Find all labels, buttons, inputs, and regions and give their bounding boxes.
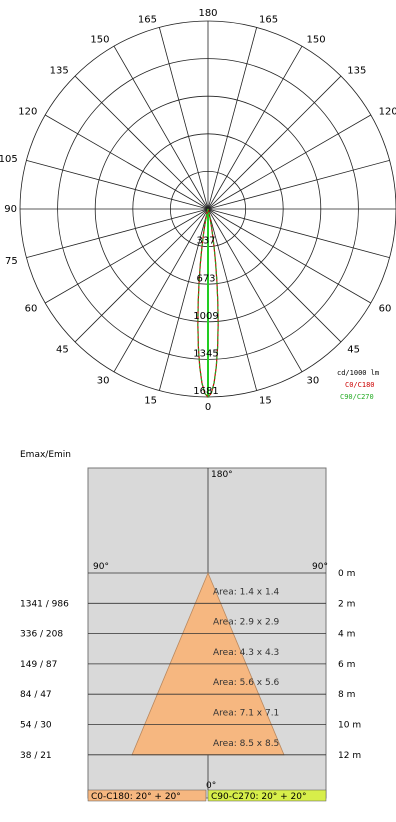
emax-emin-value: 149 / 87: [20, 660, 57, 670]
polar-angle-label: 75: [5, 256, 18, 267]
polar-grid-spoke: [207, 208, 303, 373]
polar-grid-spoke: [207, 27, 258, 210]
polar-angle-label: 0: [205, 402, 211, 413]
polar-angle-label: 120: [379, 107, 396, 118]
polar-grid-spoke: [74, 75, 209, 210]
polar-grid-spoke: [207, 208, 342, 343]
emax-emin-value: 84 / 47: [20, 690, 52, 700]
bottom-angle-label: 0°: [206, 781, 216, 791]
polar-angle-label: 135: [50, 66, 69, 77]
polar-grid-spoke: [207, 208, 390, 259]
polar-grid-spoke: [207, 159, 390, 210]
polar-angle-label: 180: [198, 8, 217, 19]
polar-angle-label: 15: [144, 395, 157, 406]
distance-label: 6 m: [338, 660, 355, 670]
legend-series-c0-c180: C0/C180: [345, 381, 375, 389]
distance-label: 0 m: [338, 569, 355, 579]
polar-radial-label: 1345: [193, 348, 218, 359]
polar-grid-spoke: [158, 27, 209, 210]
polar-grid-spoke: [207, 208, 258, 391]
polar-angle-label: 45: [347, 344, 360, 355]
distance-label: 8 m: [338, 690, 355, 700]
polar-labels: 1801651651501501351351201201051090757560…: [0, 8, 396, 413]
polar-angle-label: 165: [259, 15, 278, 26]
distance-label: 10 m: [338, 721, 361, 731]
side-angle-label-right: 90°: [312, 562, 328, 572]
polar-grid-spoke: [26, 208, 209, 259]
polar-grid-spoke: [26, 159, 209, 210]
distance-label: 2 m: [338, 599, 355, 609]
polar-angle-label: 45: [56, 344, 69, 355]
polar-angle-label: 135: [347, 66, 366, 77]
polar-grid-spoke: [207, 208, 372, 304]
polar-grid-spoke: [113, 45, 209, 210]
cone-diagram-panel: Emax/Emin 180° 90° 90° 0° 0 m 2 m 1341 / 9…: [0, 420, 396, 822]
polar-diagram: 1801651651501501351351201201051090757560…: [0, 8, 396, 413]
emax-emin-value: 336 / 208: [20, 630, 63, 640]
area-label: Area: 2.9 x 2.9: [213, 618, 280, 628]
beam-legend-left-text: C0-C180: 20° + 20°: [91, 792, 181, 802]
polar-angle-label: 30: [97, 376, 110, 387]
legend-unit-label: cd/1000 lm: [337, 369, 379, 377]
beam-legend-right-box: [207, 789, 327, 802]
polar-angle-label: 15: [259, 395, 272, 406]
polar-grid-spoke: [207, 75, 342, 210]
area-label: Area: 7.1 x 7.1: [213, 709, 279, 719]
polar-grid-spoke: [113, 208, 209, 373]
polar-angle-label: 165: [138, 15, 157, 26]
distance-label: 4 m: [338, 630, 355, 640]
emax-emin-value: 38 / 21: [20, 751, 52, 761]
polar-angle-label: 120: [18, 107, 37, 118]
cone-legend: C0-C180: 20° + 20° C90-C270: 20° + 20°: [87, 789, 327, 802]
polar-legend: cd/1000 lm C0/C180 C90/C270: [337, 369, 379, 401]
cone-rows: 0 m 2 m 1341 / 986 Area: 1.4 x 1.4 4 m 336 / …: [20, 569, 361, 761]
top-angle-label: 180°: [211, 470, 233, 480]
area-label: Area: 4.3 x 4.3: [213, 648, 279, 658]
beam-legend-left-box: [87, 789, 207, 802]
area-label: Area: 5.6 x 5.6: [213, 678, 280, 688]
polar-angle-label: 60: [25, 304, 38, 315]
polar-radial-label: 1681: [193, 386, 218, 397]
polar-diagram-panel: 1801651651501501351351201201051090757560…: [0, 8, 396, 413]
polar-grid-spoke: [158, 208, 209, 391]
cone-diagram: Emax/Emin 180° 90° 90° 0° 0 m 2 m 1341 / 9…: [20, 450, 361, 802]
polar-radial-label: 673: [196, 273, 215, 284]
polar-angle-label: 60: [379, 304, 392, 315]
polar-grid-spoke: [74, 208, 209, 343]
side-angle-label-left: 90°: [93, 562, 109, 572]
polar-radial-label: 1009: [193, 311, 218, 322]
polar-grid-spoke: [207, 114, 372, 210]
legend-series-c90-c270: C90/C270: [340, 393, 374, 401]
polar-grid-spoke: [44, 114, 209, 210]
polar-angle-label: 90: [4, 204, 17, 215]
polar-angle-label: 150: [307, 34, 326, 45]
polar-angle-label: 150: [90, 34, 109, 45]
polar-curve-series-1: [197, 208, 219, 398]
emax-emin-value: 1341 / 986: [20, 599, 69, 609]
emax-emin-header: Emax/Emin: [20, 450, 71, 460]
polar-angle-label: 30: [307, 376, 320, 387]
polar-grid-spoke: [44, 208, 209, 304]
polar-curves: [197, 208, 219, 398]
emax-emin-value: 54 / 30: [20, 721, 52, 731]
area-label: Area: 1.4 x 1.4: [213, 587, 280, 597]
distance-label: 12 m: [338, 751, 361, 761]
polar-angle-label: 105: [0, 154, 18, 165]
polar-radial-label: 337: [196, 236, 215, 247]
polar-grid-spoke: [207, 45, 303, 210]
area-label: Area: 8.5 x 8.5: [213, 739, 279, 749]
beam-legend-right-text: C90-C270: 20° + 20°: [211, 792, 307, 802]
